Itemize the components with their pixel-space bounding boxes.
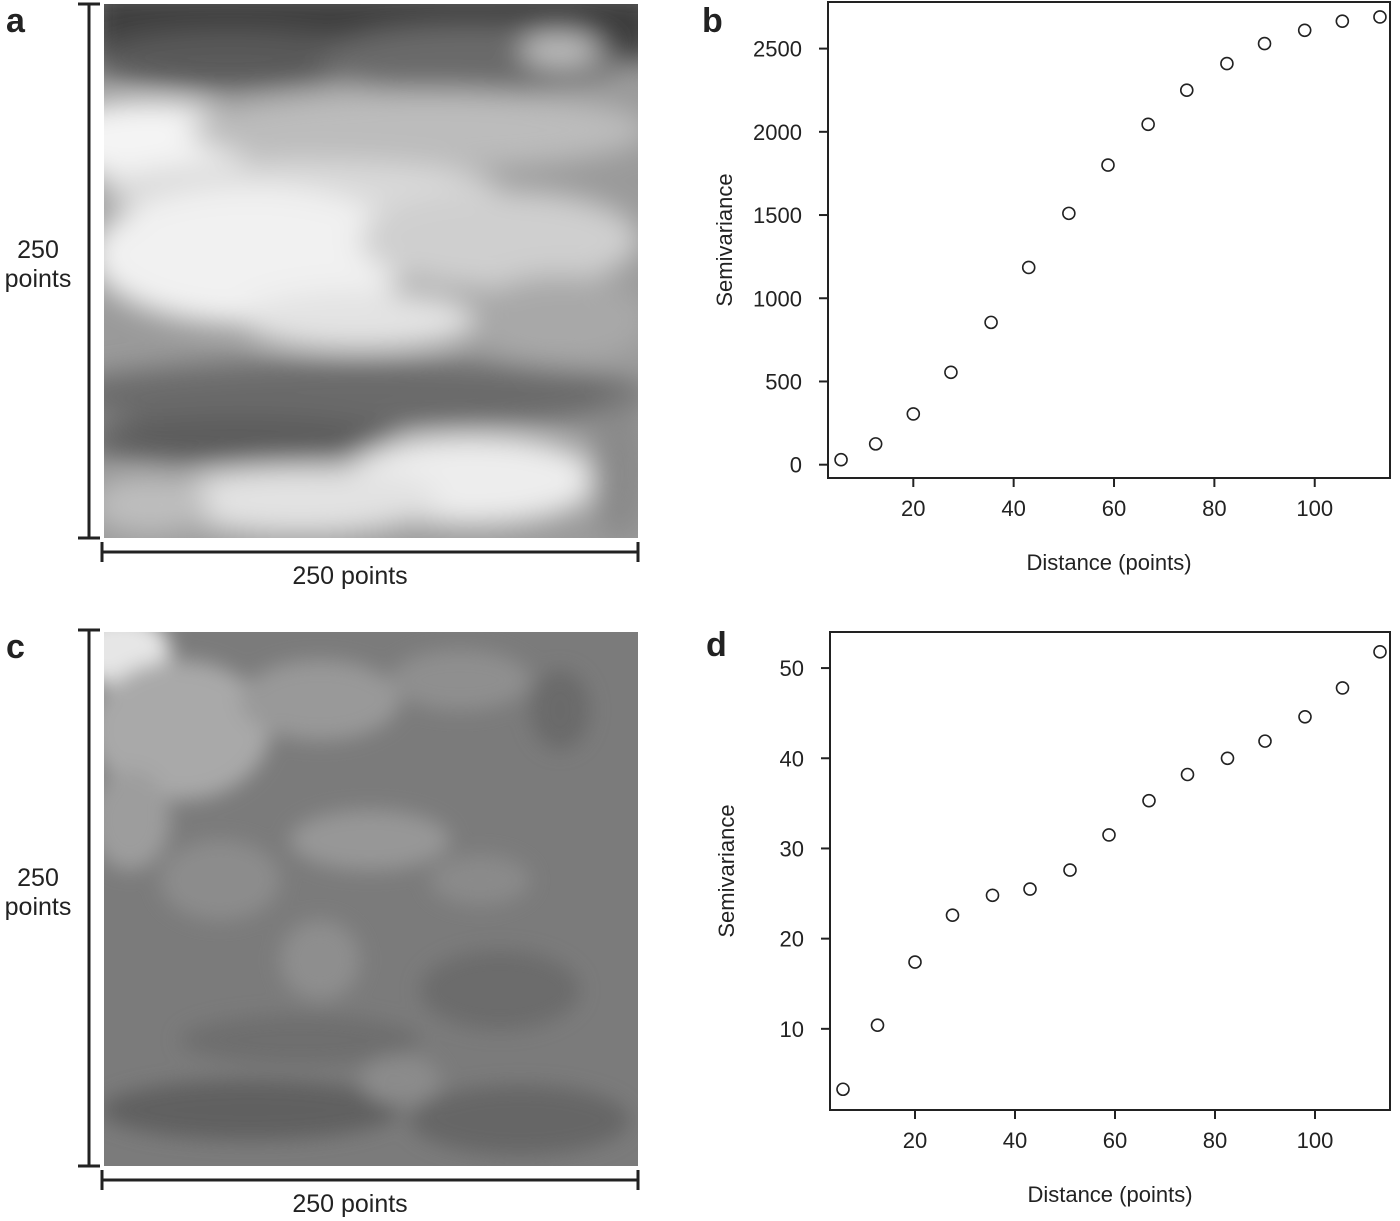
plot-b-y-tick-label: 500 bbox=[765, 369, 802, 394]
plot-d-data-point bbox=[1298, 709, 1312, 724]
plot-d-x-tick-label: 40 bbox=[1003, 1128, 1027, 1153]
plot-b-x-tick-label: 40 bbox=[1001, 496, 1025, 521]
map-a-horizontal-scale-bar bbox=[100, 542, 640, 562]
map-a-side-label-line2: points bbox=[4, 265, 72, 293]
plot-d-y-tick-label: 20 bbox=[780, 927, 804, 952]
plot-b-data-point bbox=[1297, 23, 1312, 38]
map-c-bottom-label: 250 points bbox=[292, 1190, 408, 1218]
plot-b-y-tick-label: 1500 bbox=[753, 203, 802, 228]
plot-b-x-tick-label: 60 bbox=[1102, 496, 1126, 521]
surface-map-a bbox=[104, 4, 638, 538]
map-a-side-label-line1: 250 bbox=[17, 236, 59, 264]
plot-b-data-point bbox=[1373, 10, 1387, 24]
plot-b-y-tick-label: 2500 bbox=[753, 37, 802, 62]
scatter-plot-d: 20 40 60 80 100 10 20 30 40 50 Distance (points) Se… bbox=[714, 631, 1391, 1207]
plot-d-data-point bbox=[1102, 828, 1116, 842]
plot-d-x-tick-label: 60 bbox=[1103, 1128, 1127, 1153]
plot-b-data-point bbox=[868, 437, 883, 451]
map-a-side-label: 250 points bbox=[0, 236, 76, 294]
map-a-vertical-scale-bar bbox=[78, 2, 100, 540]
plot-d-data-point bbox=[985, 888, 1000, 903]
plot-d-y-axis-label: Semivariance bbox=[714, 804, 739, 937]
map-a-bottom-label: 250 points bbox=[292, 562, 408, 590]
map-c-vertical-scale-bar bbox=[78, 628, 100, 1168]
plot-b-data-point bbox=[834, 452, 848, 467]
plot-d-y-tick-label: 30 bbox=[780, 836, 804, 861]
map-c-side-label-line1: 250 bbox=[17, 864, 59, 892]
plot-d-data-point bbox=[836, 1082, 850, 1097]
plot-d-x-axis-label: Distance (points) bbox=[1027, 1182, 1192, 1207]
plot-d-data-point bbox=[1220, 751, 1235, 766]
plot-b-data-point bbox=[944, 365, 958, 380]
plot-b-y-tick-label: 2000 bbox=[753, 120, 802, 145]
panel-label-b: b bbox=[702, 2, 723, 40]
plot-b-x-tick-label: 100 bbox=[1296, 496, 1333, 521]
panel-label-d: d bbox=[706, 626, 727, 664]
panel-label-c: c bbox=[6, 628, 25, 666]
plot-b-y-tick-label: 1000 bbox=[753, 286, 802, 311]
plot-b-data-point bbox=[1220, 56, 1234, 71]
map-c-side-label: 250 points bbox=[0, 864, 76, 922]
plot-b-data-point bbox=[1062, 206, 1076, 221]
plot-b-x-axis-label: Distance (points) bbox=[1026, 550, 1191, 575]
plot-d-data-point bbox=[908, 955, 922, 969]
plot-d-y-tick-label: 50 bbox=[780, 656, 804, 681]
plot-b-data-point bbox=[906, 407, 921, 421]
surface-map-c bbox=[104, 632, 638, 1166]
panel-label-a: a bbox=[6, 2, 25, 40]
plot-b-y-axis-label: Semivariance bbox=[712, 173, 737, 306]
plot-d-data-point bbox=[1335, 681, 1350, 695]
plot-d-x-tick-label: 20 bbox=[903, 1128, 927, 1153]
plot-d-x-tick-label: 80 bbox=[1203, 1128, 1227, 1153]
plot-d-data-point bbox=[1180, 767, 1195, 782]
plot-b-data-point bbox=[1141, 117, 1155, 132]
plot-b-data-point bbox=[1101, 158, 1115, 172]
plot-d-data-point bbox=[1023, 882, 1037, 896]
plot-b-data-point bbox=[1257, 36, 1272, 51]
map-c-horizontal-scale-bar bbox=[100, 1170, 640, 1190]
plot-d-x-tick-label: 100 bbox=[1297, 1128, 1334, 1153]
plot-b-data-point bbox=[1335, 14, 1350, 28]
plot-d-data-point bbox=[945, 908, 960, 922]
plot-b-y-tick-label: 0 bbox=[790, 453, 802, 478]
plot-b-plot-frame bbox=[827, 1, 1391, 479]
plot-d-data-point bbox=[870, 1018, 885, 1033]
plot-b-data-point bbox=[984, 315, 998, 330]
plot-d-y-tick-label: 10 bbox=[780, 1017, 804, 1042]
map-c-side-label-line2: points bbox=[4, 893, 72, 921]
plot-b-data-point bbox=[1021, 260, 1036, 275]
scatter-plot-b: 20 40 60 80 10005001000150020002500Distance … bbox=[712, 1, 1391, 575]
plot-b-data-point bbox=[1179, 83, 1194, 98]
plot-d-data-point bbox=[1063, 863, 1077, 877]
plot-b-x-tick-label: 80 bbox=[1202, 496, 1226, 521]
plot-d-y-tick-label: 40 bbox=[780, 746, 804, 771]
plot-d-data-point bbox=[1258, 734, 1272, 748]
plot-d-data-point bbox=[1373, 645, 1387, 659]
plot-d-plot-frame bbox=[829, 631, 1391, 1111]
plot-b-x-tick-label: 20 bbox=[901, 496, 925, 521]
plot-d-data-point bbox=[1142, 793, 1156, 808]
